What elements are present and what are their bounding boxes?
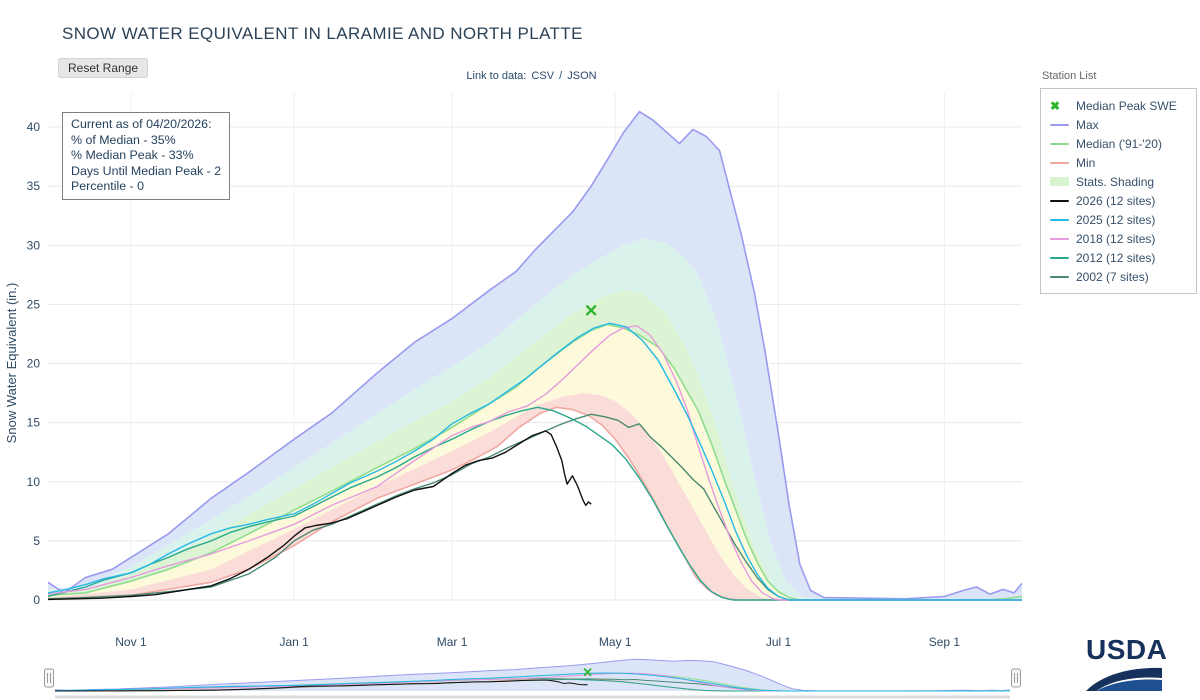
line-swatch-icon [1050, 275, 1076, 278]
y-tick-label: 30 [27, 238, 41, 252]
tooltip-line: % of Median - 35% [71, 132, 176, 147]
tooltip-line: Days Until Median Peak - 2 [71, 163, 222, 178]
legend-item-label: 2002 (7 sites) [1076, 269, 1149, 284]
legend-item-max[interactable]: Max [1050, 115, 1187, 134]
band-p70-p90 [48, 238, 1022, 600]
median-peak-x-icon: ✖ [1050, 98, 1061, 113]
series-line-2025 [47, 322, 1022, 601]
legend-item-label: Max [1076, 117, 1099, 132]
legend-item-2018-12-sites[interactable]: 2018 (12 sites) [1050, 229, 1187, 248]
legend: ✖ Median Peak SWE Max Median ('91-'20) Min St… [1040, 88, 1197, 294]
y-tick-label: 10 [27, 475, 41, 489]
nav-series-line-2018 [54, 672, 1010, 692]
legend-item-2012-12-sites[interactable]: 2012 (12 sites) [1050, 248, 1187, 267]
legend-item-label: Min [1076, 155, 1096, 170]
x-tick-label: Jul 1 [766, 635, 792, 649]
y-tick-label: 5 [33, 534, 40, 548]
legend-item-median-peak-swe[interactable]: ✖ Median Peak SWE [1050, 96, 1187, 115]
nav-series-line-2025 [54, 672, 1010, 692]
line-swatch-icon [1050, 161, 1076, 164]
line-swatch-icon [1050, 237, 1076, 240]
legend-item-2002-7-sites[interactable]: 2002 (7 sites) [1050, 267, 1187, 286]
y-tick-label: 35 [27, 179, 41, 193]
median-peak-marker [585, 305, 597, 316]
legend-item-stats-shading[interactable]: Stats. Shading [1050, 172, 1187, 191]
y-tick-label: 0 [33, 593, 40, 607]
json-link[interactable]: JSON [567, 70, 597, 82]
series-line-2026 [47, 430, 592, 601]
stat-line-median [47, 323, 1023, 601]
csv-link[interactable]: CSV [531, 70, 555, 82]
tooltip-line: Current as of 04/20/2026: [71, 117, 212, 131]
navigator-handle-left[interactable] [44, 668, 54, 688]
legend-item-label: Median ('91-'20) [1076, 136, 1162, 151]
legend-item-label: 2012 (12 sites) [1076, 250, 1156, 265]
series-line-2002 [47, 413, 1022, 601]
legend-item-label: 2026 (12 sites) [1076, 193, 1156, 208]
page-title: SNOW WATER EQUIVALENT IN LARAMIE AND NOR… [62, 24, 583, 43]
navigator-handle-right[interactable] [1011, 668, 1021, 688]
x-tick-label: Sep 1 [929, 635, 961, 649]
y-tick-label: 25 [27, 297, 41, 311]
current-stats-tooltip: Current as of 04/20/2026:% of Median - 3… [62, 112, 231, 200]
line-swatch-icon [1050, 199, 1076, 202]
line-swatch-icon [1050, 123, 1076, 126]
shading-swatch-icon [1050, 177, 1076, 186]
station-list-label: Station List [1042, 70, 1097, 82]
x-tick-label: Mar 1 [437, 635, 468, 649]
x-tick-label: Jan 1 [279, 635, 309, 649]
stat-line-min [47, 406, 1022, 601]
y-tick-label: 40 [27, 120, 41, 134]
legend-item-2026-12-sites[interactable]: 2026 (12 sites) [1050, 191, 1187, 210]
legend-item-label: 2025 (12 sites) [1076, 212, 1156, 227]
band-p90-max [48, 111, 1022, 600]
y-tick-label: 15 [27, 416, 41, 430]
legend-item-min[interactable]: Min [1050, 153, 1187, 172]
range-navigator[interactable] [44, 658, 1021, 699]
tooltip-line: % Median Peak - 33% [71, 148, 194, 163]
data-links: Link to data: CSV / JSON [400, 70, 665, 82]
band-median-p70 [48, 290, 1022, 600]
reset-range-button[interactable]: Reset Range [58, 58, 149, 78]
legend-item-label: 2018 (12 sites) [1076, 231, 1156, 246]
legend-item-2025-12-sites[interactable]: 2025 (12 sites) [1050, 210, 1187, 229]
legend-item-median-91-20[interactable]: Median ('91-'20) [1050, 134, 1187, 153]
x-tick-label: May 1 [599, 635, 632, 649]
legend-item-label: Stats. Shading [1076, 174, 1155, 189]
nav-max-area [55, 659, 1010, 691]
y-axis-title: Snow Water Equivalent (in.) [4, 283, 19, 444]
legend-item-label: Median Peak SWE [1076, 98, 1177, 113]
line-swatch-icon [1050, 256, 1076, 259]
x-tick-label: Nov 1 [115, 635, 147, 649]
usda-logo-text: USDA [1086, 634, 1168, 665]
series-line-2018 [47, 325, 1022, 601]
series-line-2012 [47, 406, 1022, 601]
nav-series-line-2026 [54, 679, 588, 692]
line-swatch-icon [1050, 142, 1076, 145]
usda-logo: USDA [1086, 636, 1176, 693]
tooltip-line: Percentile - 0 [71, 179, 145, 194]
data-links-prefix: Link to data: [466, 70, 527, 82]
y-tick-label: 20 [27, 357, 41, 371]
usda-logo-swoosh [1086, 667, 1162, 691]
stat-line-max [47, 110, 1023, 600]
data-links-separator: / [559, 70, 563, 82]
line-swatch-icon [1050, 218, 1076, 221]
band-p30-median [48, 324, 1022, 600]
